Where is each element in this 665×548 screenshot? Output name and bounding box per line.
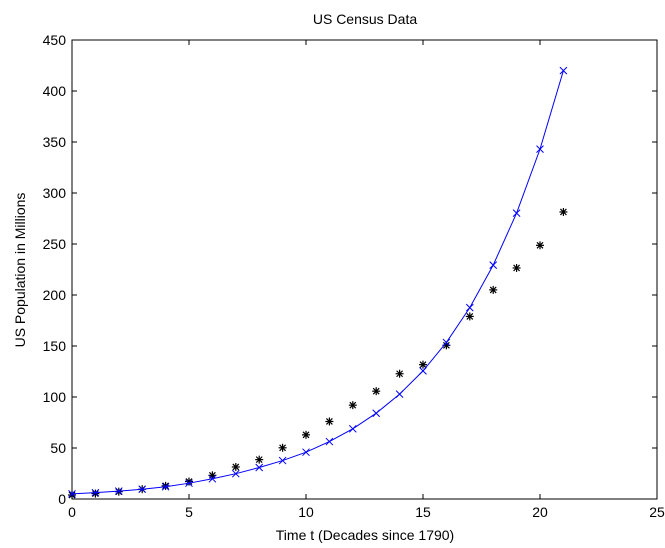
data-point-asterisk [348, 401, 357, 410]
y-tick-label: 0 [58, 491, 66, 507]
data-point-asterisk [302, 430, 310, 439]
data-point-x [185, 479, 193, 488]
data-point-x [442, 338, 451, 347]
x-tick-label: 5 [185, 504, 193, 520]
data-point-asterisk [489, 285, 498, 294]
data-point-x [372, 409, 381, 418]
data-point-asterisk [68, 491, 76, 500]
data-point-asterisk [278, 443, 287, 452]
data-point-x [278, 456, 287, 465]
data-point-asterisk [185, 477, 193, 486]
data-point-x [395, 390, 404, 398]
data-point-x [302, 448, 310, 457]
data-point-asterisk [465, 312, 474, 321]
x-tick-label: 15 [415, 504, 431, 520]
x-tick-label: 0 [68, 504, 76, 520]
data-point-x [419, 367, 427, 375]
data-point-asterisk [559, 207, 568, 216]
data-point-asterisk [231, 462, 240, 471]
data-point-x [512, 209, 521, 217]
axes-frame [71, 39, 658, 500]
data-point-asterisk [325, 417, 334, 426]
data-point-asterisk [161, 481, 170, 490]
x-tick-label: 10 [298, 504, 314, 520]
data-point-asterisk [91, 489, 100, 498]
data-point-x [161, 482, 170, 491]
y-tick-label: 350 [43, 134, 67, 150]
data-point-asterisk [395, 369, 404, 378]
x-tick-label: 20 [532, 504, 548, 520]
y-tick-label: 400 [43, 83, 67, 99]
data-point-asterisk [255, 455, 264, 464]
data-point-x [325, 437, 334, 446]
data-point-x [91, 488, 100, 497]
y-tick-label: 200 [43, 287, 67, 303]
series-line [71, 70, 564, 495]
data-point-asterisk [512, 263, 521, 272]
y-tick-label: 300 [43, 185, 67, 201]
data-point-x [208, 474, 217, 483]
y-tick-label: 100 [43, 389, 67, 405]
chart-title: US Census Data [313, 11, 417, 27]
data-point-x [68, 490, 76, 498]
data-point-x [536, 145, 544, 153]
data-point-x [231, 469, 240, 478]
data-point-asterisk [419, 360, 427, 369]
y-axis-label: US Population in Millions [12, 193, 28, 348]
data-point-x [255, 463, 264, 472]
data-point-x [489, 261, 498, 269]
data-point-x [348, 424, 357, 433]
data-point-x [138, 485, 147, 494]
x-tick-label: 25 [649, 504, 665, 520]
y-tick-label: 450 [43, 32, 67, 48]
y-tick-label: 150 [43, 338, 67, 354]
data-point-asterisk [536, 241, 544, 250]
y-tick-label: 50 [50, 440, 66, 456]
data-point-x [114, 487, 123, 495]
x-axis-label: Time t (Decades since 1790) [276, 527, 454, 543]
data-point-asterisk [372, 387, 381, 396]
data-point-x [465, 303, 474, 312]
y-tick-label: 250 [43, 236, 67, 252]
data-point-x [559, 66, 568, 75]
